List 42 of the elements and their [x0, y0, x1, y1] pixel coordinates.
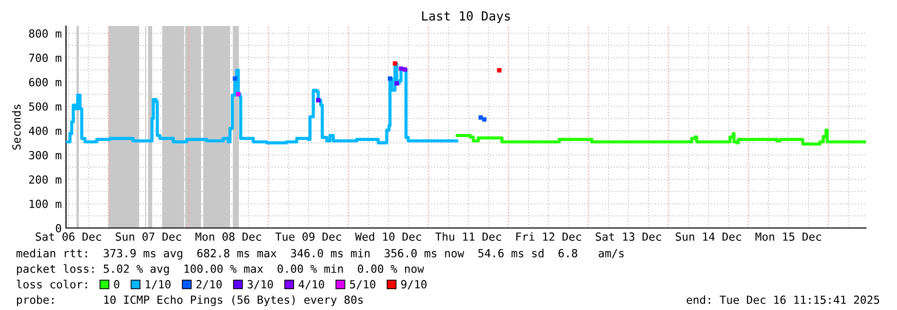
x-tick-label: Sat 06 Dec [36, 232, 102, 241]
point [402, 67, 408, 72]
point [482, 117, 486, 122]
y-tick-label: 0 [56, 224, 62, 232]
y-axis-title: Seconds [12, 104, 21, 150]
x-tick-label: Sun 07 Dec [116, 232, 182, 241]
y-tick-label: 600 m [29, 78, 62, 86]
point [398, 66, 404, 71]
legend-label: 3/10 [248, 280, 273, 290]
y-tick-label: 100 m [30, 200, 62, 208]
x-tick-label: Fri 12 Dec [516, 232, 582, 241]
point [394, 81, 399, 86]
legend-label: 9/10 [401, 280, 427, 290]
legend-label: 0 [114, 280, 120, 288]
x-tick-label: Thu 11 Dec [435, 232, 502, 241]
x-tick-label: Wed 10 Dec [355, 232, 422, 241]
legend-label: 1/10 [146, 280, 171, 290]
text: end: Tue Dec 16 11:15:41 2025 [686, 295, 880, 304]
y-tick-label: 300 m [29, 150, 62, 160]
point [232, 76, 238, 81]
y-tick-label: 800 m [29, 29, 62, 38]
legend-label: 5/10 [350, 280, 376, 290]
point [497, 68, 502, 72]
legend-title: loss color: [16, 280, 87, 288]
x-tick-label: Sun 14 Dec [676, 232, 742, 241]
y-tick-label: 500 m [29, 102, 62, 111]
x-tick-label: Sat 13 Dec [596, 232, 662, 241]
x-tick-label: Mon 08 Dec [196, 232, 262, 241]
point [388, 76, 392, 81]
x-tick-label: Mon 15 Dec [756, 232, 822, 241]
text: median rtt: 373.9 ms avg 682.8 ms max 346.0 ms min 356.0 ms now 54.6 ms sd 6.8 am/s [16, 248, 624, 260]
text: packet loss: 5.02 % avg 100.00 % max 0.00 % min 0.00 % now [17, 264, 424, 276]
point [316, 98, 320, 102]
y-tick-label: 200 m [29, 175, 62, 184]
point [236, 92, 240, 96]
y-tick-label: 700 m [29, 54, 62, 62]
text: probe: 10 ICMP Echo Pings (56 Bytes) every 80s [17, 295, 363, 306]
x-tick-label: Tue 09 Dec [275, 232, 342, 241]
legend-label: 2/10 [196, 280, 222, 290]
y-tick-label: 400 m [28, 126, 62, 136]
legend-label: 4/10 [298, 280, 324, 290]
chart-title: Last 10 Days [422, 11, 510, 24]
